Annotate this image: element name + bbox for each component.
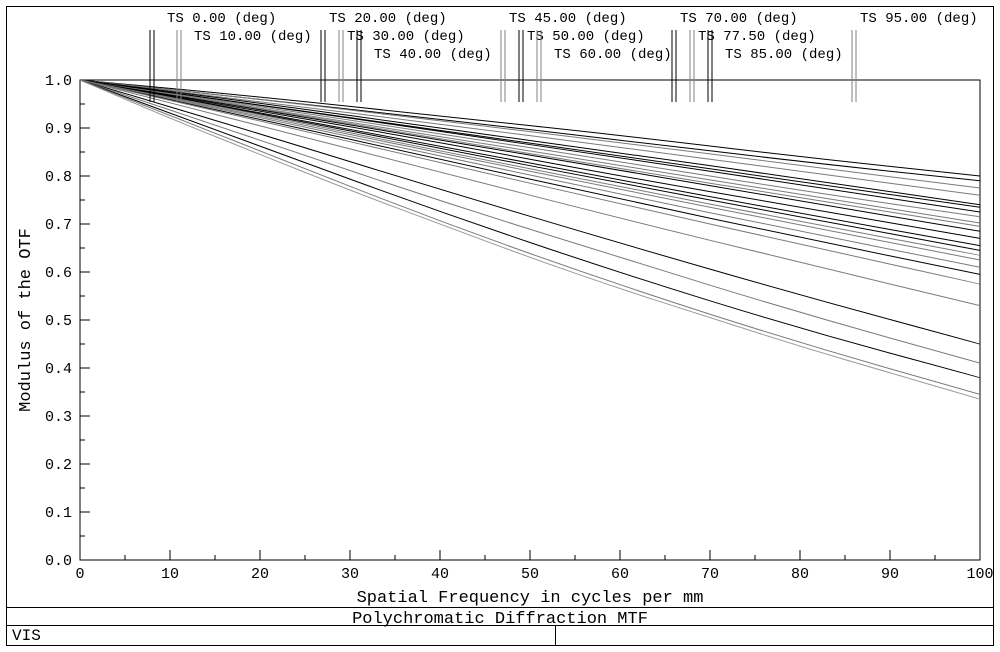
plot-border xyxy=(80,80,980,560)
x-tick-label: 10 xyxy=(161,566,179,583)
y-tick-label: 1.0 xyxy=(45,73,72,90)
footer-left-cell: VIS xyxy=(6,626,556,646)
legend-label: TS 40.00 (deg) xyxy=(374,47,492,63)
y-tick-label: 0.5 xyxy=(45,313,72,330)
legend-label: TS 45.00 (deg) xyxy=(509,11,627,27)
x-tick-label: 100 xyxy=(966,566,993,583)
footer-left-text: VIS xyxy=(12,626,41,647)
legend-label: TS 60.00 (deg) xyxy=(554,47,672,63)
series-ts95-T xyxy=(80,80,980,394)
series-ts40-T xyxy=(80,80,980,238)
legend-label: TS 0.00 (deg) xyxy=(167,11,276,27)
legend-label: TS 85.00 (deg) xyxy=(725,47,843,63)
legend-label: TS 95.00 (deg) xyxy=(860,11,978,27)
x-tick-label: 20 xyxy=(251,566,269,583)
x-tick-label: 50 xyxy=(521,566,539,583)
x-tick-label: 90 xyxy=(881,566,899,583)
series-ts60-S xyxy=(80,80,980,223)
series-ts70-T xyxy=(80,80,980,344)
mtf-chart-container: 0 10 20 30 40 50 60 70 80 90 100 0.0 0.1 0.2 0.3 0.4 0.5… xyxy=(0,0,1000,652)
y-tick-label: 0.0 xyxy=(45,553,72,570)
series-group xyxy=(80,80,980,399)
y-axis-label: Modulus of the OTF xyxy=(17,228,36,412)
footer-right-cell xyxy=(556,626,994,646)
x-tick-label: 40 xyxy=(431,566,449,583)
y-tick-label: 0.1 xyxy=(45,505,72,522)
x-tick-label: 0 xyxy=(75,566,84,583)
series-ts70-S xyxy=(80,80,980,207)
legend-label: TS 77.50 (deg) xyxy=(698,29,816,45)
x-tick-label: 70 xyxy=(701,566,719,583)
x-tick-label: 80 xyxy=(791,566,809,583)
footer-bar: VIS xyxy=(6,625,994,646)
legend-label: TS 10.00 (deg) xyxy=(194,29,312,45)
series-ts60-T xyxy=(80,80,980,306)
legend-label: TS 50.00 (deg) xyxy=(527,29,645,45)
y-tick-label: 0.4 xyxy=(45,361,72,378)
x-tick-label: 60 xyxy=(611,566,629,583)
y-tick-label: 0.6 xyxy=(45,265,72,282)
legend-label: TS 70.00 (deg) xyxy=(680,11,798,27)
y-tick-label: 0.3 xyxy=(45,409,72,426)
legend-label: TS 20.00 (deg) xyxy=(329,11,447,27)
x-tick-label: 30 xyxy=(341,566,359,583)
y-tick-label: 0.8 xyxy=(45,169,72,186)
y-tick-label: 0.2 xyxy=(45,457,72,474)
series-ts50-S xyxy=(80,80,980,231)
series-ts95-S xyxy=(80,80,980,260)
y-tick-label: 0.9 xyxy=(45,121,72,138)
series-ts85-S xyxy=(80,80,980,246)
x-axis-label: Spatial Frequency in cycles per mm xyxy=(357,589,704,608)
y-tick-label: 0.7 xyxy=(45,217,72,234)
legend-label: TS 30.00 (deg) xyxy=(347,29,465,45)
series-ts45-S xyxy=(80,80,980,267)
chart-svg: 0 10 20 30 40 50 60 70 80 90 100 0.0 0.1 0.2 0.3 0.4 0.5… xyxy=(0,0,1000,652)
